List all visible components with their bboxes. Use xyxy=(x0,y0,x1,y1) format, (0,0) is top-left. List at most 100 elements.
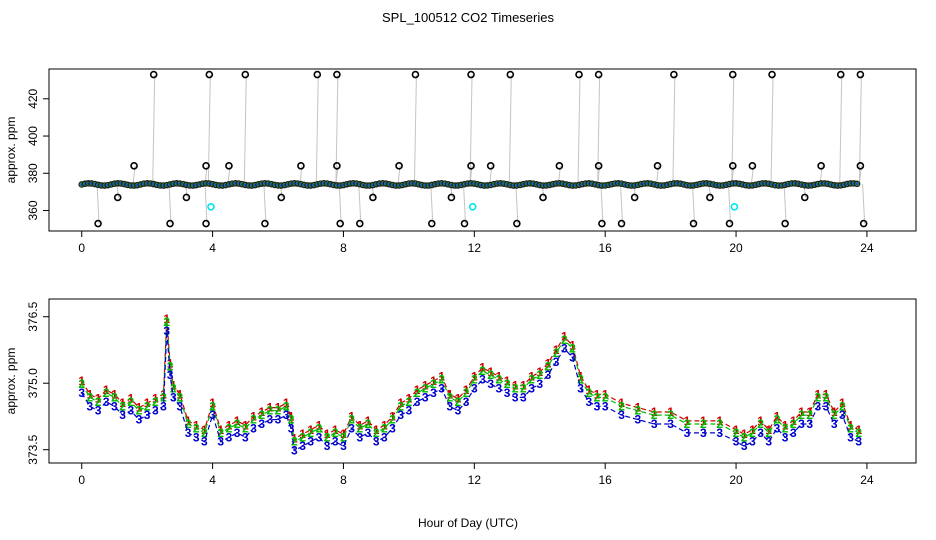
series-marker-1: 1 xyxy=(430,374,437,388)
series-marker-1: 1 xyxy=(397,396,404,410)
raw-point xyxy=(575,70,583,79)
series-marker-3: 3 xyxy=(177,399,184,413)
y-tick-label: 420 xyxy=(26,88,40,108)
series-marker-1: 1 xyxy=(193,418,200,432)
series-marker-3: 3 xyxy=(749,435,756,449)
series-marker-1: 1 xyxy=(561,330,568,344)
series-marker-1: 1 xyxy=(332,423,339,437)
series-marker-3: 3 xyxy=(512,390,519,404)
series-marker-3: 3 xyxy=(847,430,854,444)
raw-point xyxy=(395,162,403,170)
series-marker-1: 1 xyxy=(585,383,592,397)
raw-point xyxy=(555,162,564,170)
series-marker-1: 1 xyxy=(283,396,290,410)
series-marker-2: 2 xyxy=(324,430,331,444)
x-tick-label: 0 xyxy=(78,241,85,255)
series-marker-1: 1 xyxy=(831,405,838,419)
series-marker-2: 2 xyxy=(288,413,295,427)
series-marker-1: 1 xyxy=(577,370,584,384)
spike-line xyxy=(692,184,696,224)
series-marker-1: 1 xyxy=(815,387,822,401)
series-marker-3: 3 xyxy=(185,426,192,440)
series-marker-3: 3 xyxy=(545,368,552,382)
top-y-axis: 360 380 400 420 xyxy=(26,88,50,221)
series-marker-1: 1 xyxy=(520,378,527,392)
series-marker-1: 1 xyxy=(774,409,781,423)
raw-point xyxy=(836,70,845,79)
raw-point xyxy=(113,193,122,202)
series-marker-2: 2 xyxy=(414,386,421,400)
series-marker-2: 2 xyxy=(111,390,118,404)
series-marker-2: 2 xyxy=(163,315,170,329)
series-marker-3: 3 xyxy=(226,430,233,444)
series-marker-3: 3 xyxy=(163,324,170,338)
x-tick-label: 12 xyxy=(468,241,482,255)
series-marker-1: 1 xyxy=(847,418,854,432)
series-marker-2: 2 xyxy=(594,390,601,404)
series-marker-1: 1 xyxy=(389,409,396,423)
raw-point xyxy=(728,70,737,79)
series-marker-2: 2 xyxy=(356,421,363,435)
spike-line xyxy=(783,184,787,224)
series-marker-2: 2 xyxy=(397,399,404,413)
series-marker-1: 1 xyxy=(348,409,355,423)
series-marker-1: 1 xyxy=(438,370,445,384)
raw-point xyxy=(617,219,626,228)
y-tick-label: 373.5 xyxy=(26,434,40,464)
series-marker-2: 2 xyxy=(782,421,789,435)
spike-line xyxy=(335,74,339,185)
top-y-axis-label: approx. ppm xyxy=(4,117,18,184)
series-marker-3: 3 xyxy=(839,408,846,422)
series-marker-1: 1 xyxy=(496,370,503,384)
spike-line xyxy=(600,184,604,224)
raw-point xyxy=(182,193,191,202)
series-marker-3: 3 xyxy=(288,421,295,435)
y-tick-label: 360 xyxy=(26,200,40,220)
series-marker-2: 2 xyxy=(635,404,642,418)
spike-line xyxy=(469,74,473,185)
raw-point xyxy=(467,162,475,170)
series-marker-2: 2 xyxy=(136,404,143,418)
x-tick-label: 16 xyxy=(599,241,613,255)
x-tick-label: 0 xyxy=(78,473,85,487)
series-marker-2: 2 xyxy=(667,408,674,422)
series-marker-1: 1 xyxy=(250,409,257,423)
spike-line xyxy=(577,74,581,185)
series-marker-3: 3 xyxy=(167,368,174,382)
series-marker-1: 1 xyxy=(111,387,118,401)
raw-point xyxy=(856,162,865,170)
series-marker-2: 2 xyxy=(217,426,224,440)
raw-point xyxy=(333,70,341,79)
series-marker-1: 1 xyxy=(528,370,535,384)
series-marker-3: 3 xyxy=(855,435,862,449)
x-tick-label: 12 xyxy=(468,473,482,487)
series-marker-3: 3 xyxy=(790,426,797,440)
raw-point xyxy=(506,70,515,79)
series-marker-3: 3 xyxy=(496,382,503,396)
raw-point xyxy=(369,193,377,202)
series-marker-2: 2 xyxy=(316,421,323,435)
series-marker-3: 3 xyxy=(152,404,159,418)
series-marker-1: 1 xyxy=(356,418,363,432)
series-marker-3: 3 xyxy=(136,413,143,427)
y-tick-label: 400 xyxy=(26,126,40,146)
series-marker-1: 1 xyxy=(127,392,134,406)
spike-line xyxy=(338,184,342,224)
series-marker-1: 1 xyxy=(299,427,306,441)
top-plot-frame xyxy=(48,68,917,232)
raw-point xyxy=(313,70,322,79)
spike-line xyxy=(243,74,247,185)
series-marker-3: 3 xyxy=(381,430,388,444)
series-marker-2: 2 xyxy=(299,430,306,444)
series-marker-3: 3 xyxy=(438,382,445,396)
series-marker-3: 3 xyxy=(283,408,290,422)
series-marker-1: 1 xyxy=(553,343,560,357)
series-marker-1: 1 xyxy=(806,405,813,419)
raw-point xyxy=(598,219,606,228)
series-marker-2: 2 xyxy=(536,368,543,382)
series-marker-3: 3 xyxy=(602,399,609,413)
spike-line xyxy=(96,184,100,224)
series-marker-2: 2 xyxy=(234,417,241,431)
series-marker-2: 2 xyxy=(87,390,94,404)
series-marker-2: 2 xyxy=(78,377,85,391)
